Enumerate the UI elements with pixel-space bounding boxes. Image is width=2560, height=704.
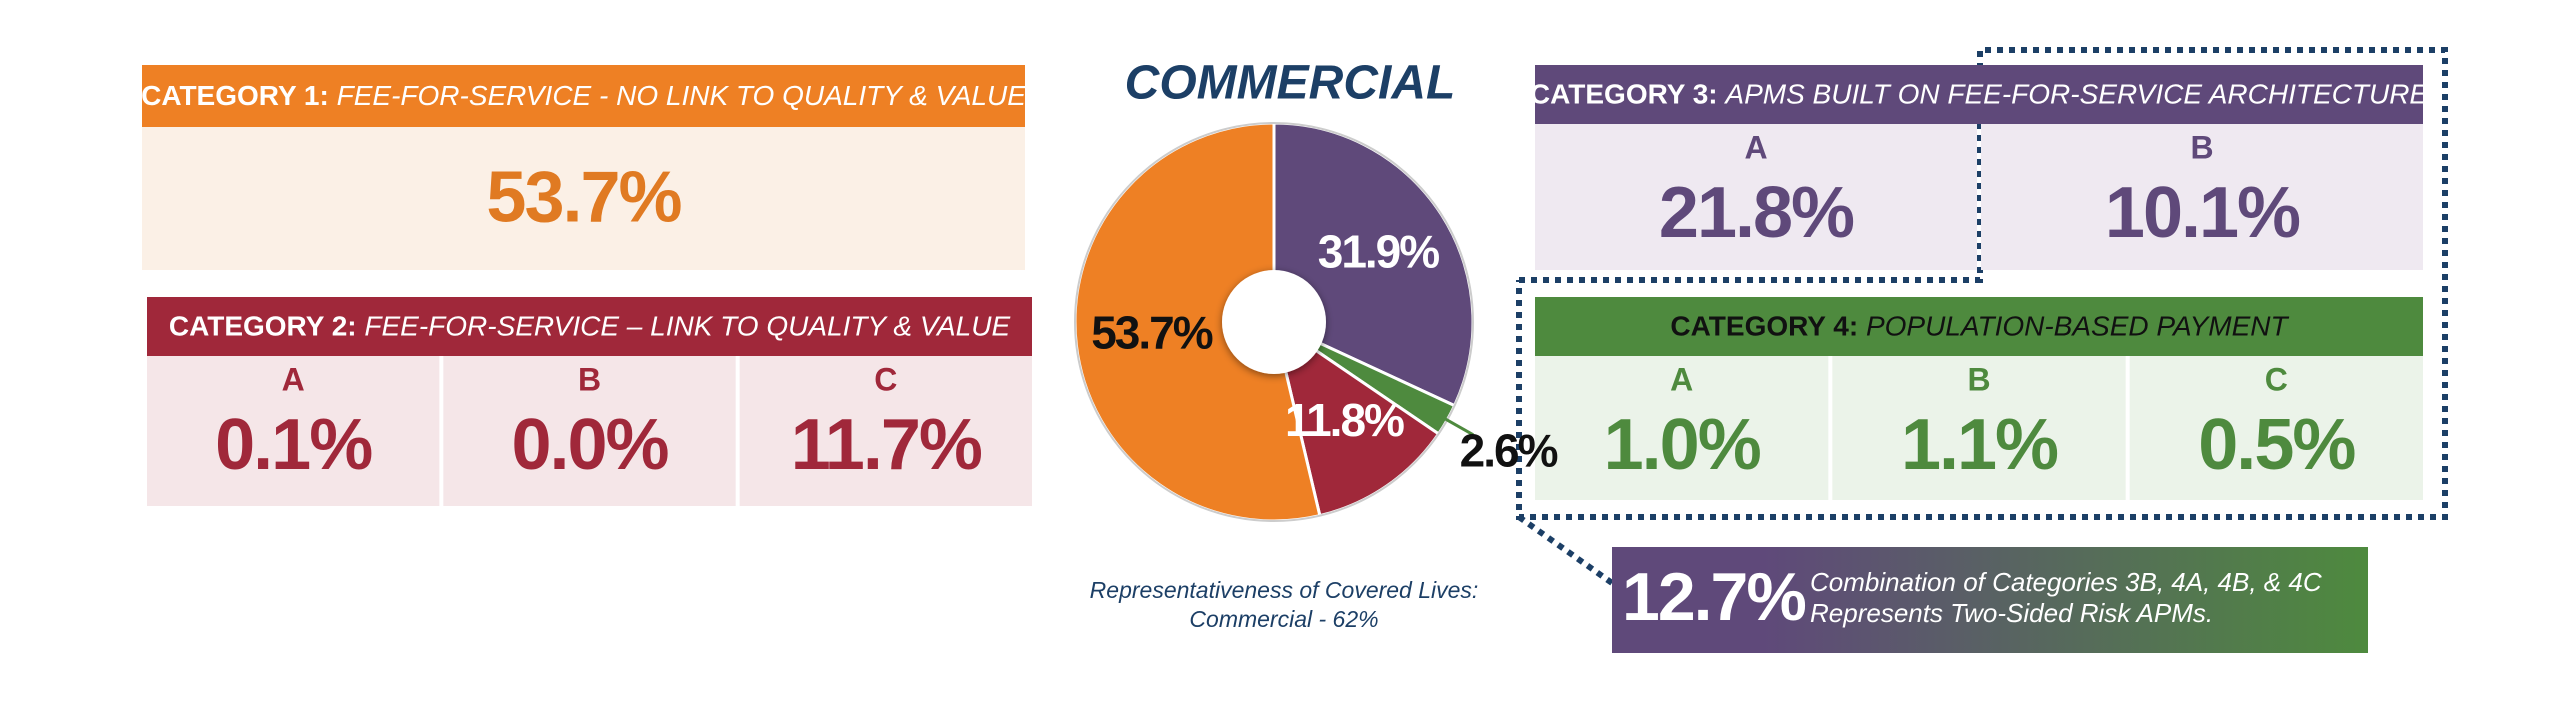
panel-label: CATEGORY 3:: [1530, 79, 1718, 110]
callout-pointer: [1517, 514, 1614, 586]
column-value: 0.0%: [511, 405, 668, 485]
column-letter: C: [2265, 361, 2288, 397]
pie-outline: [1074, 122, 1474, 522]
data-label: 11.8%: [1285, 394, 1404, 446]
combination-line: Represents Two-Sided Risk APMs.: [1810, 598, 2213, 628]
column-value: 0.5%: [2198, 405, 2355, 485]
panel-header-text: CATEGORY 3: APMS BUILT ON FEE-FOR-SERVIC…: [1530, 79, 2429, 110]
panel-label: CATEGORY 1:: [141, 80, 329, 111]
panel-label: CATEGORY 2:: [169, 311, 357, 342]
column-letter: A: [282, 361, 305, 397]
column-letter: B: [1967, 361, 1990, 397]
column-letter: A: [1670, 361, 1693, 397]
caption: Commercial - 62%: [1189, 606, 1378, 632]
combination-line: Combination of Categories 3B, 4A, 4B, & …: [1810, 567, 2322, 597]
column-letter: C: [874, 361, 897, 397]
panel-cell: [1535, 124, 1977, 270]
chart-title: COMMERCIAL: [1125, 57, 1456, 110]
panel-title: POPULATION-BASED PAYMENT: [1866, 311, 2290, 342]
data-label: 2.6%: [1460, 425, 1558, 477]
panel-header: [147, 297, 1032, 356]
panel-header-text: CATEGORY 4: POPULATION-BASED PAYMENT: [1670, 311, 2289, 342]
panel-header: [1535, 297, 2423, 356]
column-value: 1.0%: [1604, 405, 1761, 485]
panel-cell: [1535, 356, 1829, 500]
panel-cell: [2129, 356, 2423, 500]
combination-box: [1612, 547, 2368, 653]
panel-cell: [739, 356, 1032, 506]
caption: Representativeness of Covered Lives:: [1090, 577, 1479, 603]
data-label: 53.7%: [1091, 306, 1213, 358]
pie-hole: [1222, 270, 1326, 374]
column-letter: B: [578, 361, 601, 397]
panel-cell: [142, 127, 1025, 270]
column-letter: A: [1744, 129, 1767, 165]
panel-title: FEE-FOR-SERVICE - NO LINK TO QUALITY & V…: [337, 80, 1027, 111]
panel-label: CATEGORY 4:: [1670, 311, 1858, 342]
panel-cell: [1981, 124, 2423, 270]
panel-header: [1535, 65, 2423, 124]
column-value: 10.1%: [2105, 173, 2300, 253]
panel-title: FEE-FOR-SERVICE – LINK TO QUALITY & VALU…: [364, 311, 1010, 342]
column-value: 1.1%: [1901, 405, 2058, 485]
column-letter: B: [2190, 129, 2213, 165]
data-label: 31.9%: [1318, 226, 1440, 278]
panel-cell: [147, 356, 440, 506]
leader-line: [1441, 415, 1475, 437]
panel-cell: [443, 356, 736, 506]
panel-header: [142, 65, 1025, 127]
column-value: 11.7%: [791, 405, 982, 485]
column-value: 21.8%: [1659, 173, 1854, 253]
combination-value: 12.7%: [1622, 559, 1805, 635]
column-value: 53.7%: [486, 158, 681, 238]
panel-header-text: CATEGORY 1: FEE-FOR-SERVICE - NO LINK TO…: [141, 80, 1026, 111]
panel-header-text: CATEGORY 2: FEE-FOR-SERVICE – LINK TO QU…: [169, 311, 1011, 342]
column-value: 0.1%: [215, 405, 372, 485]
panel-cell: [1832, 356, 2126, 500]
panel-title: APMS BUILT ON FEE-FOR-SERVICE ARCHITECTU…: [1723, 79, 2428, 110]
